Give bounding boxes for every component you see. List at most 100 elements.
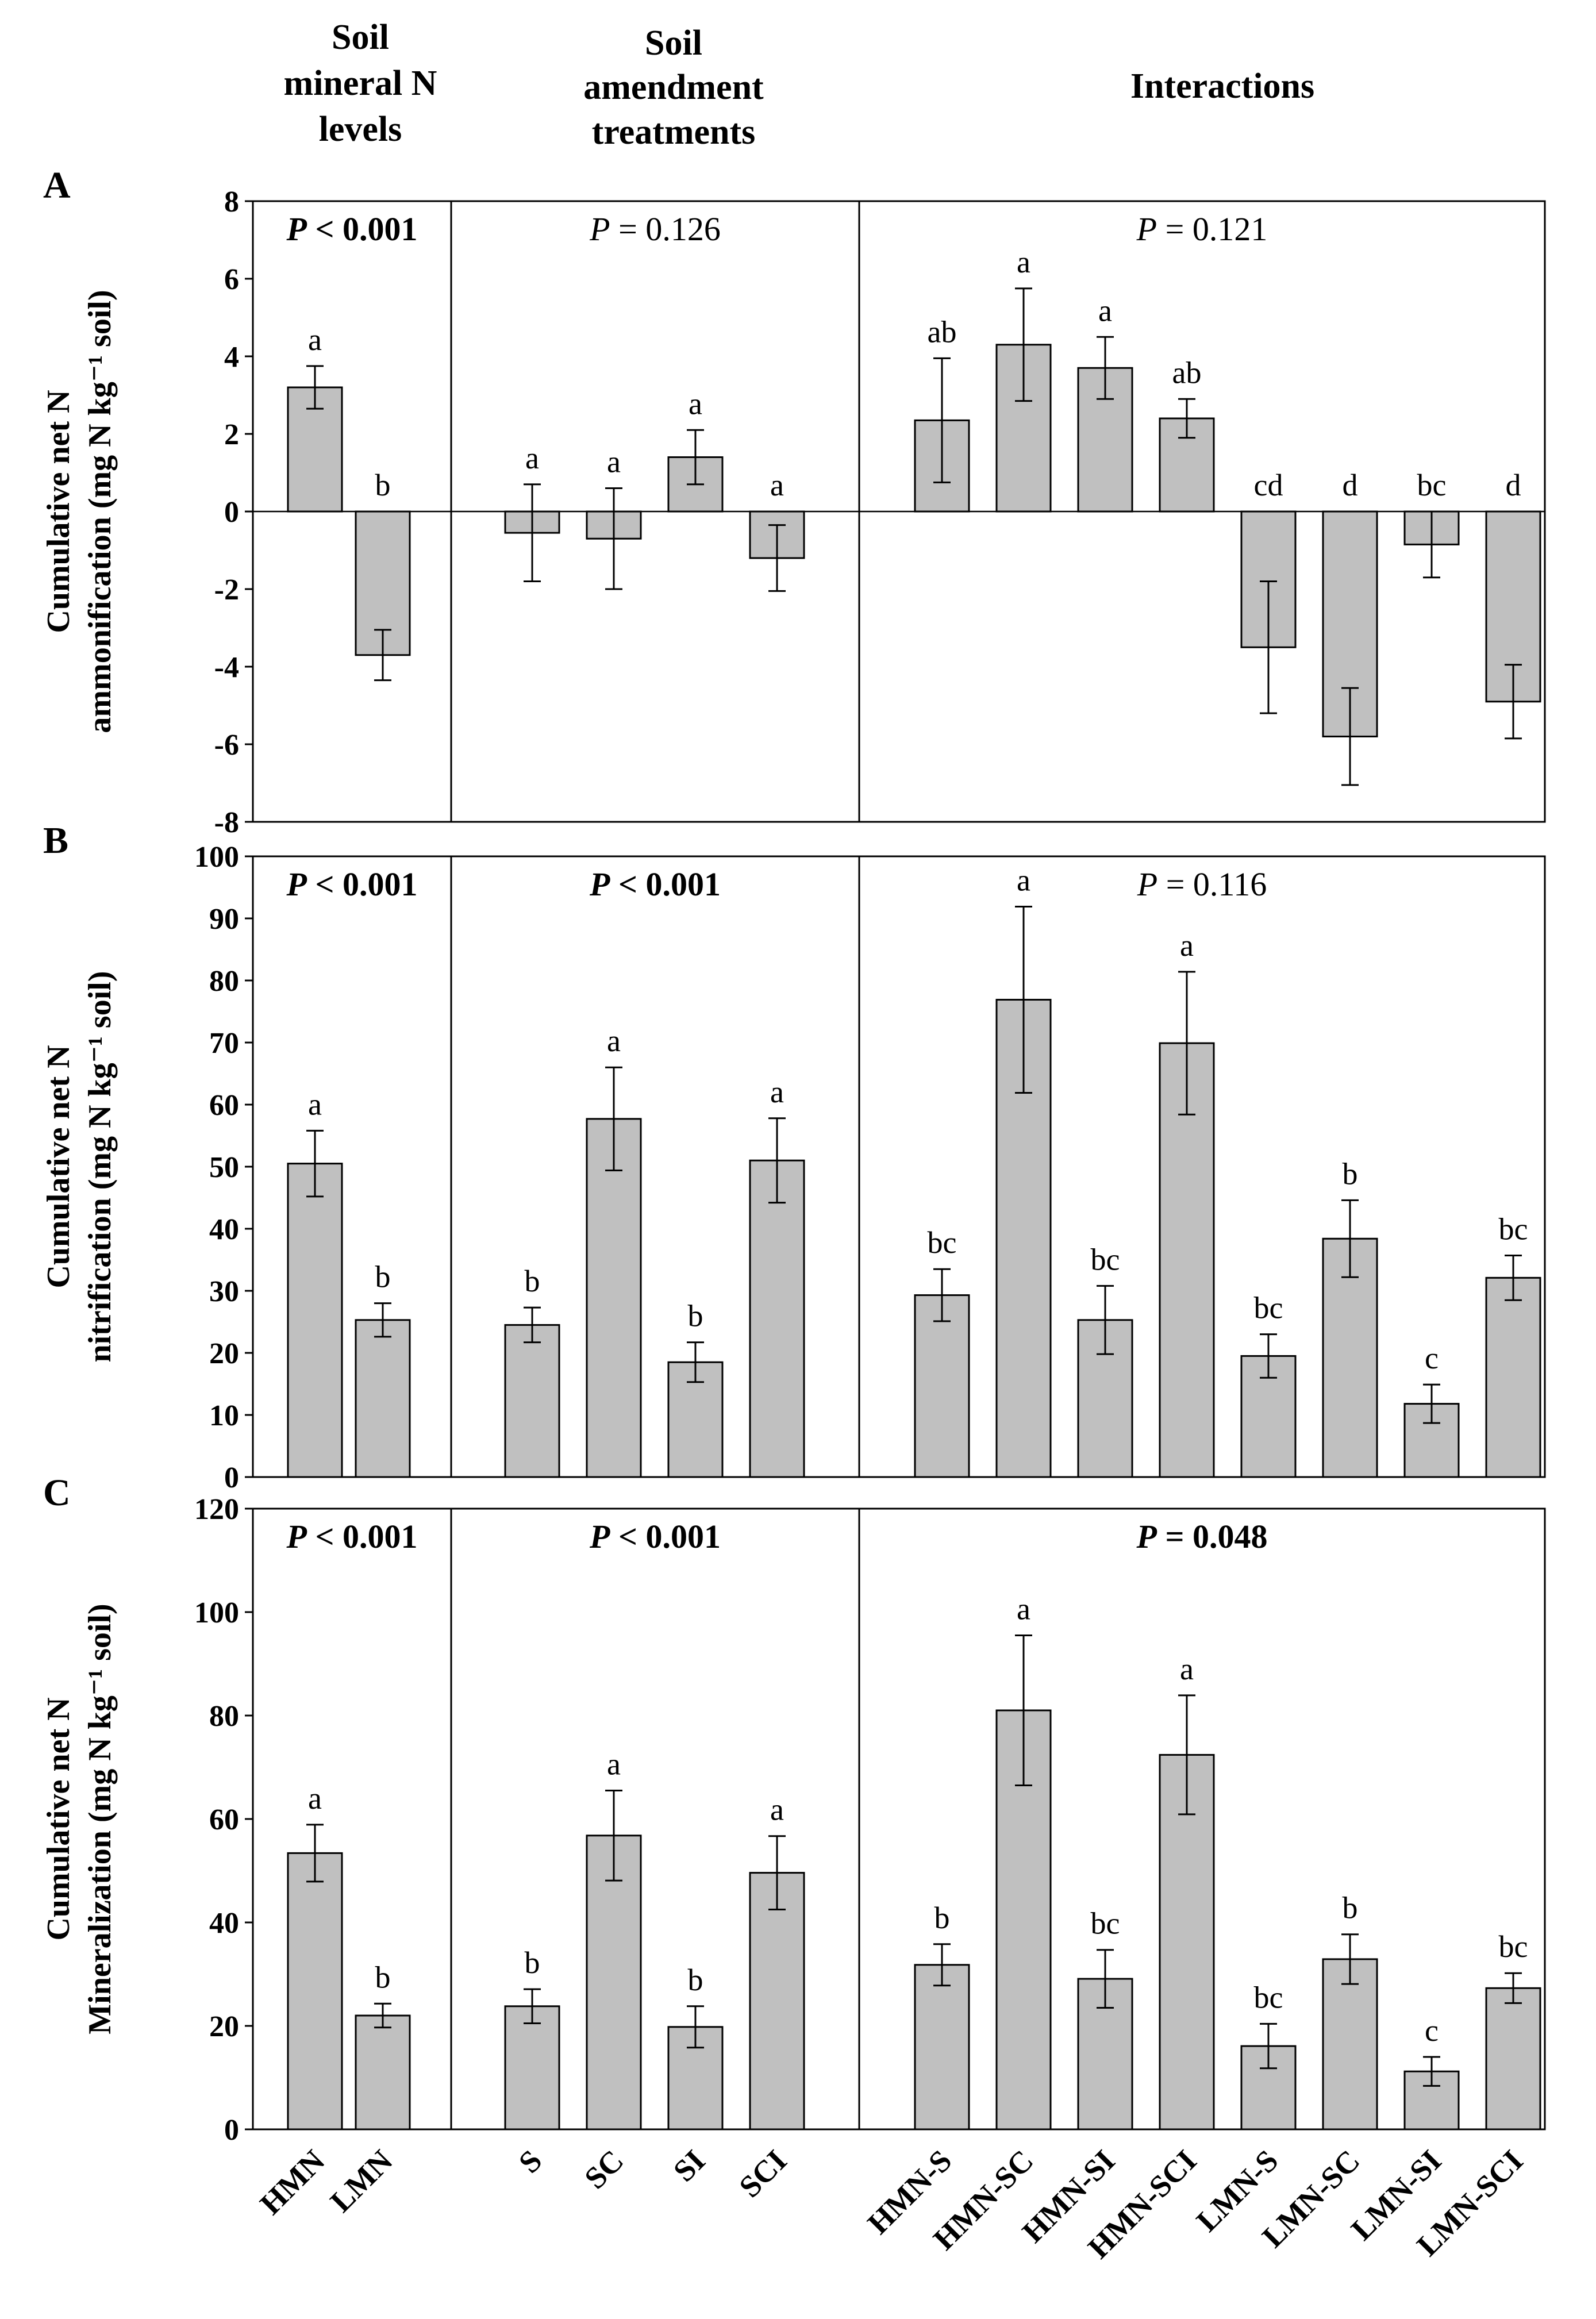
- x-tick-label: SC: [578, 2143, 630, 2195]
- p-value-label: P = 0.116: [1137, 866, 1267, 903]
- significance-letter: a: [1180, 1652, 1194, 1686]
- p-value-symbol: P: [1137, 866, 1157, 903]
- significance-letter: a: [308, 1087, 322, 1121]
- significance-letter: bc: [1499, 1212, 1528, 1246]
- significance-letter: bc: [928, 1225, 957, 1260]
- bar: [1485, 1276, 1541, 1478]
- y-tick-label: -8: [214, 806, 239, 839]
- significance-letter: ab: [928, 314, 957, 349]
- p-value-symbol: P: [589, 210, 610, 248]
- significance-letter: a: [607, 1747, 621, 1782]
- p-value-symbol: P: [1136, 210, 1157, 248]
- group-title-inter-line: Interactions: [1130, 67, 1314, 106]
- significance-letter: b: [375, 468, 391, 502]
- y-tick-label: 100: [194, 841, 239, 874]
- significance-letter: a: [607, 1024, 621, 1058]
- p-value-text: < 0.001: [307, 1518, 418, 1555]
- p-value-text: < 0.001: [307, 866, 418, 903]
- y-tick-label: 40: [209, 1907, 239, 1940]
- significance-letter: c: [1425, 2013, 1439, 2048]
- bar: [287, 1163, 343, 1478]
- bar: [914, 1294, 970, 1478]
- group-title-amend-line: amendment: [583, 68, 764, 107]
- significance-letter: b: [375, 1960, 391, 1994]
- group-title-soil-line: mineral N: [284, 64, 437, 103]
- significance-letter: bc: [1091, 1242, 1120, 1276]
- significance-letter: a: [1017, 863, 1030, 897]
- significance-letter: d: [1506, 468, 1521, 502]
- group-title-amend-line: Soil: [645, 24, 702, 63]
- significance-letter: bc: [1499, 1929, 1528, 1964]
- p-value-label: P = 0.126: [589, 210, 721, 248]
- significance-letter: a: [308, 1781, 322, 1816]
- p-value-symbol: P: [589, 1518, 610, 1555]
- p-value-symbol: P: [589, 866, 610, 903]
- significance-letter: bc: [1254, 1291, 1283, 1325]
- y-tick-label: 80: [209, 965, 239, 998]
- y-axis-title-line: Cumulative net N: [41, 1697, 76, 1940]
- x-tick-label: LMN: [324, 2143, 399, 2219]
- significance-letter: bc: [1254, 1980, 1283, 2014]
- y-tick-label: -6: [214, 729, 239, 762]
- p-value-symbol: P: [286, 866, 307, 903]
- significance-letter: ab: [1172, 355, 1202, 390]
- y-tick-label: 30: [209, 1275, 239, 1308]
- y-tick-label: 2: [224, 418, 239, 451]
- significance-letter: d: [1343, 468, 1358, 502]
- y-tick-label: 50: [209, 1151, 239, 1184]
- group-title-amend-line: treatments: [592, 113, 756, 152]
- significance-letter: a: [1180, 928, 1194, 963]
- significance-letter: a: [689, 386, 702, 421]
- group-title-soil-line: levels: [319, 110, 402, 149]
- significance-letter: b: [525, 1945, 540, 1980]
- y-axis-title: Cumulative net N Mineralization (mg N kg⁻…: [41, 1603, 118, 2034]
- bar: [1159, 1753, 1215, 2130]
- x-tick-label: S: [512, 2143, 549, 2180]
- y-tick-label: 60: [209, 1803, 239, 1836]
- y-axis-title-line: Mineralization (mg N kg⁻¹ soil): [82, 1603, 118, 2034]
- panel-label: A: [43, 164, 71, 206]
- bar: [1322, 1237, 1378, 1478]
- y-axis-title-line: nitrification (mg N kg⁻¹ soil): [82, 971, 118, 1363]
- y-tick-label: 40: [209, 1213, 239, 1246]
- panel-label: B: [43, 820, 68, 862]
- significance-letter: a: [770, 1075, 784, 1109]
- significance-letter: a: [1017, 245, 1030, 279]
- y-tick-label: 60: [209, 1089, 239, 1122]
- bar: [1322, 1958, 1378, 2130]
- p-value-text: < 0.001: [610, 866, 721, 903]
- y-tick-label: 20: [209, 2010, 239, 2043]
- significance-letter: a: [308, 322, 322, 357]
- significance-letter: a: [770, 1793, 784, 1827]
- p-value-label: P = 0.048: [1136, 1518, 1268, 1555]
- significance-letter: a: [525, 441, 539, 475]
- y-tick-label: 8: [224, 186, 239, 218]
- y-axis-title-line: ammonification (mg N kg⁻¹ soil): [82, 290, 118, 733]
- p-value-text: = 0.121: [1157, 210, 1267, 248]
- y-tick-label: 100: [194, 1597, 239, 1629]
- y-tick-label: 120: [194, 1493, 239, 1526]
- significance-letter: a: [1098, 293, 1112, 328]
- significance-letter: b: [525, 1264, 540, 1298]
- y-tick-label: 20: [209, 1337, 239, 1370]
- bar: [586, 1118, 642, 1478]
- significance-letter: b: [934, 1901, 950, 1935]
- p-value-text: = 0.126: [610, 210, 721, 248]
- y-tick-label: 0: [224, 2114, 239, 2147]
- y-tick-label: 90: [209, 903, 239, 936]
- p-value-text: = 0.116: [1157, 866, 1267, 903]
- y-tick-label: 4: [224, 341, 239, 374]
- p-value-label: P = 0.121: [1136, 210, 1268, 248]
- y-tick-label: 10: [209, 1399, 239, 1432]
- p-value-symbol: P: [1136, 1518, 1157, 1555]
- significance-letter: cd: [1254, 468, 1283, 502]
- bar: [749, 1872, 805, 2130]
- y-axis-title-line: Cumulative net N: [41, 1045, 76, 1288]
- y-tick-label: -4: [214, 651, 239, 684]
- significance-letter: a: [1017, 1592, 1030, 1626]
- significance-letter: b: [375, 1260, 391, 1294]
- p-value-label: P < 0.001: [589, 1518, 721, 1555]
- significance-letter: a: [607, 445, 621, 479]
